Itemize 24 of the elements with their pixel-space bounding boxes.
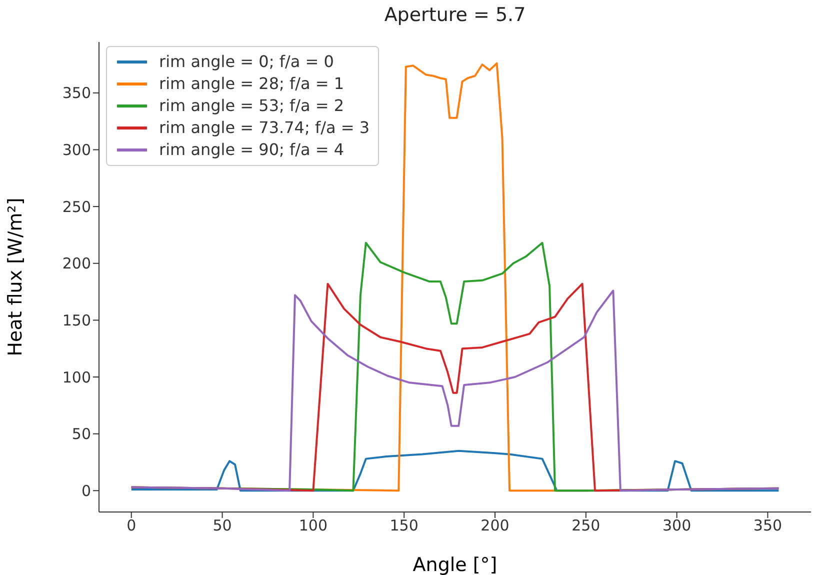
y-tick-label: 250 [62,198,91,216]
x-tick-label: 100 [298,516,328,535]
y-axis-title: Heat flux [W/m²] [4,198,27,356]
y-tick-label: 100 [62,368,91,386]
x-tick-label: 150 [390,516,418,535]
chart-title: Aperture = 5.7 [383,4,527,26]
x-tick-label: 50 [212,516,232,535]
y-tick-label: 350 [62,84,91,102]
legend-label: rim angle = 28; f/a = 1 [159,73,344,95]
y-tick-label: 0 [81,482,91,500]
x-tick-label: 0 [126,516,136,535]
x-tick-label: 250 [572,516,600,535]
y-tick-label: 300 [62,141,91,160]
legend-label: rim angle = 0; f/a = 0 [159,51,334,73]
legend-label: rim angle = 73.74; f/a = 3 [159,117,370,139]
legend-label: rim angle = 53; f/a = 2 [159,95,344,117]
legend-label: rim angle = 90; f/a = 4 [159,139,344,161]
x-tick-label: 350 [753,516,782,535]
x-axis-title: Angle [°] [412,554,498,575]
y-tick-label: 150 [62,312,91,330]
x-tick-label: 300 [662,516,692,535]
y-tick-label: 50 [72,425,91,444]
y-tick-label: 200 [62,254,91,273]
x-tick-label: 200 [480,516,510,535]
